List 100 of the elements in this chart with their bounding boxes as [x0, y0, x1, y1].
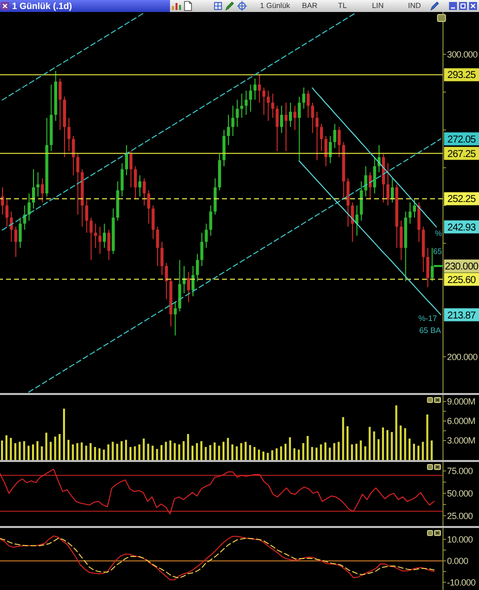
bar [404, 428, 406, 460]
candlestick [10, 211, 13, 242]
candlestick [266, 90, 270, 122]
bar [276, 448, 278, 460]
candlestick [187, 272, 190, 303]
annotation: % [434, 229, 442, 238]
candlestick [280, 105, 284, 134]
bar [262, 452, 264, 460]
line-series [2, 12, 144, 100]
y-tick-label: 25.000 [447, 510, 474, 521]
bar [293, 448, 296, 460]
candlestick [298, 96, 301, 161]
candlestick [58, 78, 62, 130]
candlestick [311, 102, 314, 134]
candlestick [284, 102, 288, 152]
bar [23, 441, 26, 460]
bar [28, 446, 30, 460]
candlestick [204, 223, 208, 248]
line-series [28, 138, 442, 393]
candlestick [85, 198, 88, 234]
candlestick [147, 190, 150, 224]
bar [196, 443, 198, 460]
bar [373, 431, 376, 460]
candlestick [76, 154, 80, 216]
bar [244, 442, 247, 460]
bar [284, 444, 287, 460]
bar [98, 448, 100, 460]
bar [138, 444, 140, 460]
bar [200, 441, 202, 460]
candlestick [236, 99, 239, 128]
candlestick [293, 105, 296, 130]
bar [254, 447, 256, 460]
candlestick [244, 90, 248, 116]
bar [338, 442, 340, 460]
bar [1, 440, 3, 460]
bar [142, 438, 145, 460]
bar [125, 440, 128, 460]
bar [222, 442, 224, 460]
bar [218, 446, 220, 460]
y-tick-label: -10.000 [447, 577, 476, 588]
bar [5, 435, 8, 460]
candlestick [164, 262, 168, 300]
bar [311, 447, 314, 460]
bar [288, 437, 291, 460]
candlestick [412, 198, 416, 218]
candlestick [271, 93, 274, 118]
y-tick-label: 9.000M [447, 396, 476, 407]
bar [107, 444, 110, 460]
candlestick [138, 174, 142, 197]
y-tick-label: 200.000 [447, 352, 478, 362]
bar [302, 443, 304, 460]
bar [72, 444, 74, 460]
candlestick [350, 202, 354, 242]
bar [226, 438, 229, 460]
candlestick [262, 87, 266, 116]
candlestick [426, 247, 430, 288]
bar [169, 440, 172, 460]
line-series [312, 87, 437, 228]
bar [152, 446, 154, 460]
bar [395, 405, 398, 460]
y-tick-label: 50.000 [447, 488, 474, 499]
candlestick [373, 156, 376, 194]
candlestick [209, 205, 212, 236]
candlestick [120, 162, 124, 197]
bar [316, 448, 318, 460]
bar [187, 434, 190, 460]
bar [386, 430, 388, 460]
text: 230.000 [444, 262, 478, 272]
bar [102, 450, 105, 460]
ref-line-label: 293.25 [447, 70, 476, 82]
bar [271, 450, 274, 460]
data-label: 272.05 [447, 134, 476, 146]
candlestick [5, 198, 8, 228]
annotation: %-17 [418, 314, 438, 323]
chart-title: 1 Günlük (.1d) [12, 0, 72, 12]
candlestick [18, 217, 22, 248]
bar [280, 446, 282, 460]
bar [368, 426, 371, 460]
bar [174, 443, 176, 460]
y-tick-label: 6.000M [447, 416, 476, 426]
candlestick [328, 135, 332, 164]
candlestick [320, 123, 323, 152]
bar [76, 443, 78, 460]
bar [328, 448, 331, 460]
bar [178, 444, 180, 460]
bar [236, 446, 238, 460]
annotation: 65 [433, 247, 443, 256]
candlestick [36, 172, 40, 197]
bar [324, 442, 326, 460]
bar [430, 440, 433, 460]
candlestick [302, 87, 306, 110]
candlestick [390, 178, 394, 203]
candlestick [142, 178, 146, 206]
bar [382, 428, 384, 460]
candlestick [408, 202, 412, 224]
candlestick [386, 162, 390, 206]
bar [112, 442, 114, 460]
bar [45, 432, 48, 460]
bar [36, 441, 38, 460]
candlestick [94, 223, 98, 248]
